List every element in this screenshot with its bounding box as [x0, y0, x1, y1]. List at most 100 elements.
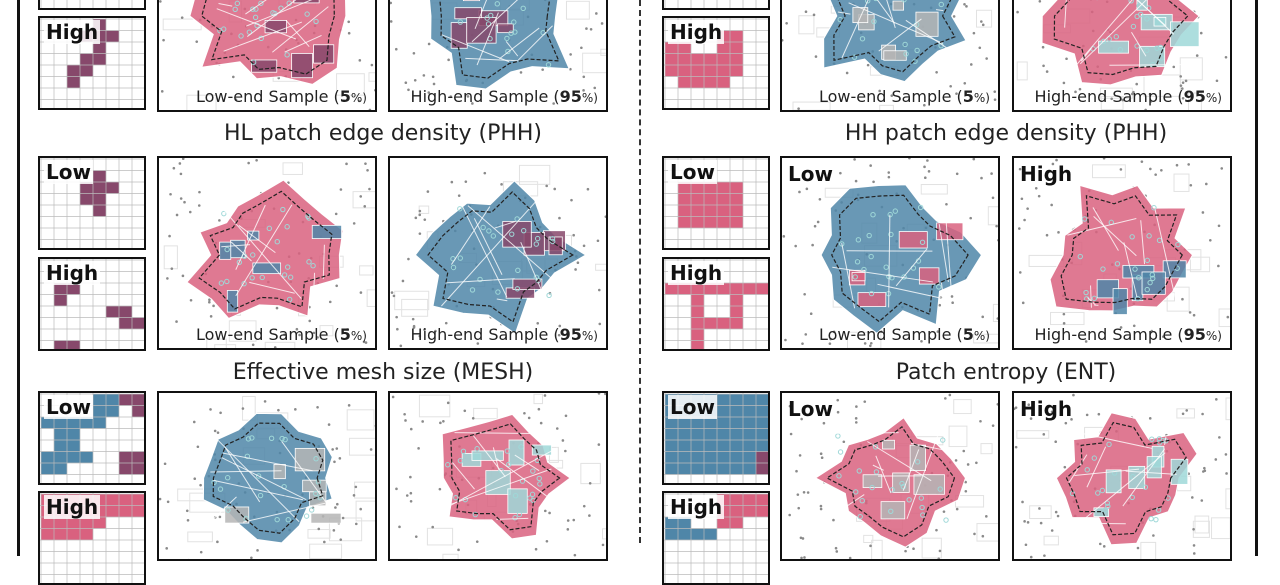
settlement-dot [546, 540, 549, 543]
settlement-dot [867, 64, 870, 67]
settlement-dot [165, 547, 168, 550]
settlement-dot [583, 244, 586, 247]
settlement-dot [335, 284, 338, 287]
hl-top-high-label: High [44, 20, 100, 44]
settlement-dot [1103, 545, 1106, 548]
settlement-dot [1160, 169, 1163, 172]
hh-edge-high-grid: High [662, 257, 770, 351]
secondary-patch [1147, 457, 1161, 478]
settlement-dot [835, 547, 838, 550]
hh-edge-low-grid: Low [662, 156, 770, 250]
settlement-dot [308, 320, 311, 323]
settlement-dot [407, 88, 410, 91]
background-block [1212, 518, 1231, 539]
pattern-cell [665, 529, 678, 541]
background-block [395, 291, 429, 309]
settlement-dot [545, 185, 548, 188]
settlement-dot [595, 12, 598, 15]
settlement-dot [583, 505, 586, 508]
settlement-dot [212, 305, 215, 308]
pattern-cell [678, 440, 691, 452]
pattern-cell [93, 205, 106, 217]
secondary-patch [312, 225, 341, 238]
settlement-dot [405, 81, 408, 84]
settlement-dot [798, 191, 801, 194]
pattern-cell [691, 205, 704, 217]
settlement-dot [924, 176, 927, 179]
background-block [369, 73, 377, 82]
settlement-dot [458, 194, 461, 197]
settlement-dot [395, 48, 398, 51]
pattern-cell [717, 406, 730, 418]
settlement-dot [439, 422, 442, 425]
settlement-dot [329, 301, 332, 304]
pattern-cell [54, 341, 67, 352]
background-block [419, 206, 429, 213]
settlement-dot [588, 514, 591, 517]
pattern-cell [93, 182, 106, 194]
settlement-dot [274, 346, 277, 349]
settlement-dot [1216, 79, 1219, 82]
settlement-dot [1135, 83, 1138, 86]
secondary-patch [508, 489, 527, 514]
pattern-cell [730, 205, 743, 217]
settlement-dot [161, 90, 164, 93]
settlement-dot [369, 109, 372, 112]
settlement-dot [1018, 227, 1021, 230]
settlement-dot [1015, 406, 1018, 409]
pattern-cell [691, 318, 704, 330]
pattern-cell [67, 529, 80, 541]
settlement-dot [1201, 413, 1204, 416]
pattern-cell [106, 506, 119, 518]
settlement-dot [607, 411, 608, 414]
pattern-cell [717, 429, 730, 441]
hl-edge-high-grid: High [38, 257, 146, 351]
settlement-dot [790, 433, 793, 436]
settlement-dot [463, 410, 466, 413]
settlement-dot [1225, 56, 1228, 59]
settlement-dot [1182, 81, 1185, 84]
mesh-high-label: High [44, 495, 100, 519]
settlement-dot [963, 3, 966, 6]
settlement-dot [1042, 46, 1045, 49]
hh-edge-low-caption: Low-end Sample (5%) [819, 325, 990, 344]
hh-edge-high-caption: High-end Sample (95%) [1035, 325, 1222, 344]
settlement-dot [317, 528, 320, 531]
pattern-cell [691, 452, 704, 464]
pattern-cell [756, 406, 769, 418]
settlement-dot [1152, 534, 1155, 537]
settlement-dot [849, 557, 852, 560]
settlement-dot [1193, 544, 1196, 547]
settlement-dot [1205, 183, 1208, 186]
pattern-cell [717, 417, 730, 429]
settlement-dot [435, 349, 438, 350]
settlement-dot [392, 396, 395, 399]
settlement-dot [195, 40, 198, 43]
settlement-dot [598, 323, 601, 326]
settlement-dot [945, 203, 948, 206]
settlement-dot [1227, 316, 1230, 319]
pattern-cell [665, 429, 678, 441]
settlement-dot [993, 90, 996, 93]
settlement-dot [598, 393, 601, 395]
settlement-dot [1039, 0, 1042, 3]
pattern-cell [743, 283, 756, 295]
pattern-cell [678, 217, 691, 229]
pattern-cell [756, 452, 769, 464]
background-block [1195, 516, 1209, 533]
settlement-dot [348, 404, 351, 407]
settlement-dot [814, 225, 817, 228]
settlement-dot [1225, 453, 1228, 456]
pattern-cell [717, 217, 730, 229]
pattern-cell [678, 194, 691, 206]
secondary-patch [311, 513, 341, 523]
ent-high-label: High [668, 495, 724, 519]
secondary-patch [314, 45, 334, 63]
settlement-dot [1225, 472, 1228, 475]
pattern-cell [730, 394, 743, 406]
settlement-dot [982, 24, 985, 27]
pattern-cell [704, 77, 717, 89]
settlement-dot [451, 181, 454, 184]
hh-top-low-caption: Low-end Sample (5%) [819, 87, 990, 106]
settlement-dot [1215, 398, 1218, 401]
